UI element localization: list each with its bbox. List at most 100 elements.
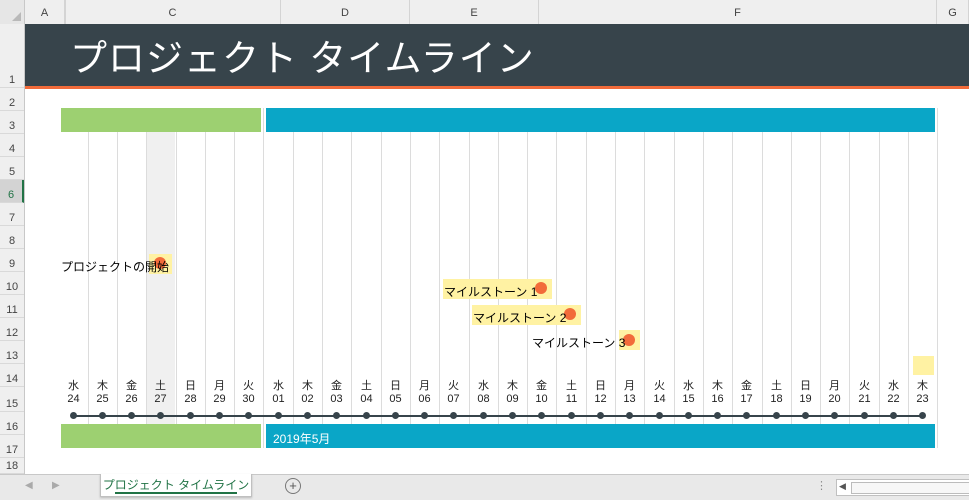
grid-line xyxy=(498,108,499,448)
day-label[interactable]: 水 15 xyxy=(674,380,703,406)
day-of-week: 月 xyxy=(829,380,840,392)
column-header-bar: A C D E F G xyxy=(0,0,969,25)
day-label[interactable]: 月 06 xyxy=(410,380,439,406)
title-banner[interactable] xyxy=(25,24,969,86)
day-label[interactable]: 木 16 xyxy=(703,380,732,406)
day-number: 15 xyxy=(682,393,695,405)
col-header-e[interactable]: E xyxy=(410,0,539,24)
day-number: 27 xyxy=(154,393,167,405)
timeline-axis xyxy=(73,415,923,417)
day-number: 28 xyxy=(184,393,197,405)
col-header-f[interactable]: F xyxy=(539,0,937,24)
day-label[interactable]: 日 28 xyxy=(176,380,205,406)
row-header-18[interactable]: 18 xyxy=(0,458,24,474)
day-label[interactable]: 水 08 xyxy=(469,380,498,406)
day-label[interactable]: 月 13 xyxy=(615,380,644,406)
row-header-7[interactable]: 7 xyxy=(0,203,24,226)
tick-dot xyxy=(128,412,135,419)
day-number: 18 xyxy=(770,393,783,405)
grid-line xyxy=(586,108,587,448)
more-options-icon[interactable]: ⋮ xyxy=(816,480,827,492)
day-label[interactable]: 火 07 xyxy=(439,380,468,406)
next-sheet-icon[interactable]: ▶ xyxy=(52,480,60,491)
row-header-6[interactable]: 6 xyxy=(0,180,24,203)
row-header-10[interactable]: 10 xyxy=(0,272,24,295)
row-header-17[interactable]: 17 xyxy=(0,435,24,458)
milestone-marker[interactable] xyxy=(623,334,635,346)
col-header-c[interactable]: C xyxy=(65,0,281,24)
col-header-b[interactable] xyxy=(65,0,66,24)
row-header-3[interactable]: 3 xyxy=(0,111,24,134)
tick-dot xyxy=(70,412,77,419)
day-label[interactable]: 火 21 xyxy=(850,380,879,406)
day-of-week: 水 xyxy=(888,380,899,392)
row-header-14[interactable]: 14 xyxy=(0,364,24,387)
may-bar-bottom[interactable] xyxy=(266,424,935,448)
milestone-label[interactable]: マイルストーン 3 xyxy=(532,336,626,350)
april-bar-top[interactable] xyxy=(61,108,261,132)
scroll-left-icon[interactable]: ◀ xyxy=(839,481,846,491)
day-label[interactable]: 木 23 xyxy=(908,380,937,406)
milestone-marker[interactable] xyxy=(564,308,576,320)
row-header-11[interactable]: 11 xyxy=(0,295,24,318)
day-label[interactable]: 月 29 xyxy=(205,380,234,406)
select-all-corner[interactable] xyxy=(0,0,25,24)
grid-line xyxy=(439,108,440,448)
col-header-d[interactable]: D xyxy=(281,0,410,24)
row-header-4[interactable]: 4 xyxy=(0,134,24,157)
april-bar-bottom[interactable] xyxy=(61,424,261,448)
day-label[interactable]: 土 11 xyxy=(557,380,586,406)
day-of-week: 土 xyxy=(361,380,372,392)
tick-dot xyxy=(99,412,106,419)
day-label[interactable]: 木 09 xyxy=(498,380,527,406)
col-header-a[interactable]: A xyxy=(25,0,65,24)
milestone-label[interactable]: プロジェクトの開始 xyxy=(61,260,170,274)
day-label[interactable]: 水 24 xyxy=(59,380,88,406)
may-bar-top[interactable] xyxy=(266,108,935,132)
day-label[interactable]: 日 05 xyxy=(381,380,410,406)
sheet-tab[interactable]: プロジェクト タイムライン xyxy=(100,474,252,497)
add-sheet-icon[interactable]: + xyxy=(285,478,301,494)
day-of-week: 月 xyxy=(624,380,635,392)
day-number: 20 xyxy=(828,393,841,405)
day-label[interactable]: 日 19 xyxy=(791,380,820,406)
day-label[interactable]: 金 26 xyxy=(117,380,146,406)
row-header-15[interactable]: 15 xyxy=(0,387,24,412)
day-label[interactable]: 日 12 xyxy=(586,380,615,406)
day-of-week: 金 xyxy=(126,380,137,392)
prev-sheet-icon[interactable]: ◀ xyxy=(25,480,33,491)
row-header-8[interactable]: 8 xyxy=(0,226,24,249)
scroll-thumb[interactable] xyxy=(851,482,969,494)
day-label[interactable]: 火 14 xyxy=(645,380,674,406)
day-label[interactable]: 水 22 xyxy=(879,380,908,406)
day-label[interactable]: 金 03 xyxy=(322,380,351,406)
day-label[interactable]: 金 17 xyxy=(732,380,761,406)
col-header-g[interactable]: G xyxy=(937,0,969,24)
tick-dot xyxy=(450,412,457,419)
day-label[interactable]: 木 25 xyxy=(88,380,117,406)
row-header-9[interactable]: 9 xyxy=(0,249,24,272)
day-label[interactable]: 土 04 xyxy=(352,380,381,406)
day-label[interactable]: 金 10 xyxy=(527,380,556,406)
day-of-week: 木 xyxy=(97,380,108,392)
row-header-12[interactable]: 12 xyxy=(0,318,24,341)
milestone-label[interactable]: マイルストーン 2 xyxy=(473,311,567,325)
tick-dot xyxy=(363,412,370,419)
tick-dot xyxy=(216,412,223,419)
day-label[interactable]: 木 02 xyxy=(293,380,322,406)
milestone-marker[interactable] xyxy=(154,257,166,269)
day-label[interactable]: 水 01 xyxy=(264,380,293,406)
row-header-1[interactable]: 1 xyxy=(0,24,24,88)
row-header-13[interactable]: 13 xyxy=(0,341,24,364)
row-header-5[interactable]: 5 xyxy=(0,157,24,180)
milestone-marker[interactable] xyxy=(535,282,547,294)
row-header-2[interactable]: 2 xyxy=(0,88,24,111)
row-header-16[interactable]: 16 xyxy=(0,412,24,435)
day-label[interactable]: 月 20 xyxy=(820,380,849,406)
day-of-week: 火 xyxy=(243,380,254,392)
day-label[interactable]: 火 30 xyxy=(234,380,263,406)
day-label[interactable]: 土 18 xyxy=(762,380,791,406)
milestone-label[interactable]: マイルストーン 1 xyxy=(444,285,538,299)
horizontal-scrollbar[interactable]: ◀ xyxy=(836,479,969,496)
day-label[interactable]: 土 27 xyxy=(146,380,175,406)
